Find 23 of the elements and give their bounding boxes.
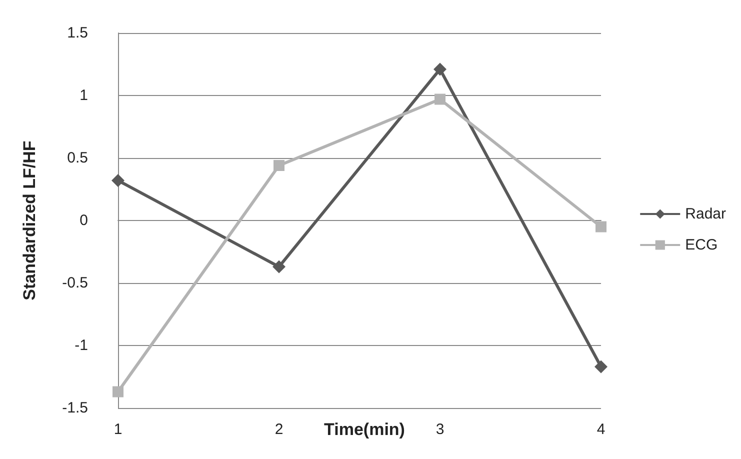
legend-label: ECG	[685, 236, 718, 254]
point	[594, 360, 608, 374]
y-tick-label: 1.5	[67, 24, 88, 42]
point	[112, 386, 124, 398]
y-tick-label: -1.5	[62, 400, 88, 416]
point	[434, 94, 446, 105]
point	[434, 62, 446, 76]
legend-label: Radar	[685, 206, 726, 222]
x-tick-label: 3	[436, 421, 444, 438]
x-tick-label: 4	[596, 421, 606, 438]
point	[274, 160, 284, 171]
x-tick-label: 1	[114, 421, 122, 438]
x-tick-label: 2	[274, 421, 284, 438]
y-tick-label: -1	[74, 337, 88, 354]
y-tick-label: 0.5	[67, 150, 88, 166]
x-axis-title: Time(min)	[324, 420, 405, 439]
y-tick-label: 0	[80, 212, 88, 229]
point	[112, 174, 124, 187]
point	[596, 221, 606, 232]
y-axis-title: Standardized LF/HF	[20, 140, 39, 300]
point	[272, 260, 286, 274]
y-tick-label: 1	[80, 87, 88, 104]
y-tick-label: -0.5	[62, 274, 88, 292]
